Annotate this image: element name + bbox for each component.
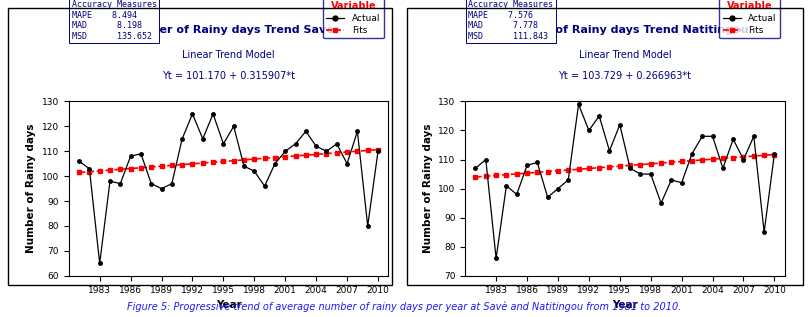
Text: Linear Trend Model: Linear Trend Model <box>578 49 671 60</box>
X-axis label: Year: Year <box>612 300 637 310</box>
Text: Yt = 103.729 + 0.266963*t: Yt = 103.729 + 0.266963*t <box>558 70 692 81</box>
Y-axis label: Number of Rainy days: Number of Rainy days <box>26 124 36 253</box>
Text: Figure 5: Progressive trend of average number of rainy days per year at Savè and: Figure 5: Progressive trend of average n… <box>127 302 682 312</box>
Text: Number of Rainy days Trend Natitingou: Number of Rainy days Trend Natitingou <box>502 25 748 35</box>
Text: Accuracy Measures
MAPE    7.576
MAD      7.778
MSD      111.843: Accuracy Measures MAPE 7.576 MAD 7.778 M… <box>468 0 553 41</box>
Text: Number of Rainy days Trend Savè: Number of Rainy days Trend Savè <box>123 25 334 35</box>
X-axis label: Year: Year <box>216 300 241 310</box>
Legend: Actual, Fits: Actual, Fits <box>323 0 383 38</box>
Text: Accuracy Measures
MAPE    8.494
MAD      8.198
MSD      135.652: Accuracy Measures MAPE 8.494 MAD 8.198 M… <box>72 0 157 41</box>
Legend: Actual, Fits: Actual, Fits <box>719 0 780 38</box>
Text: Yt = 101.170 + 0.315907*t: Yt = 101.170 + 0.315907*t <box>162 70 295 81</box>
Y-axis label: Number of Rainy days: Number of Rainy days <box>422 124 433 253</box>
Text: Linear Trend Model: Linear Trend Model <box>182 49 275 60</box>
